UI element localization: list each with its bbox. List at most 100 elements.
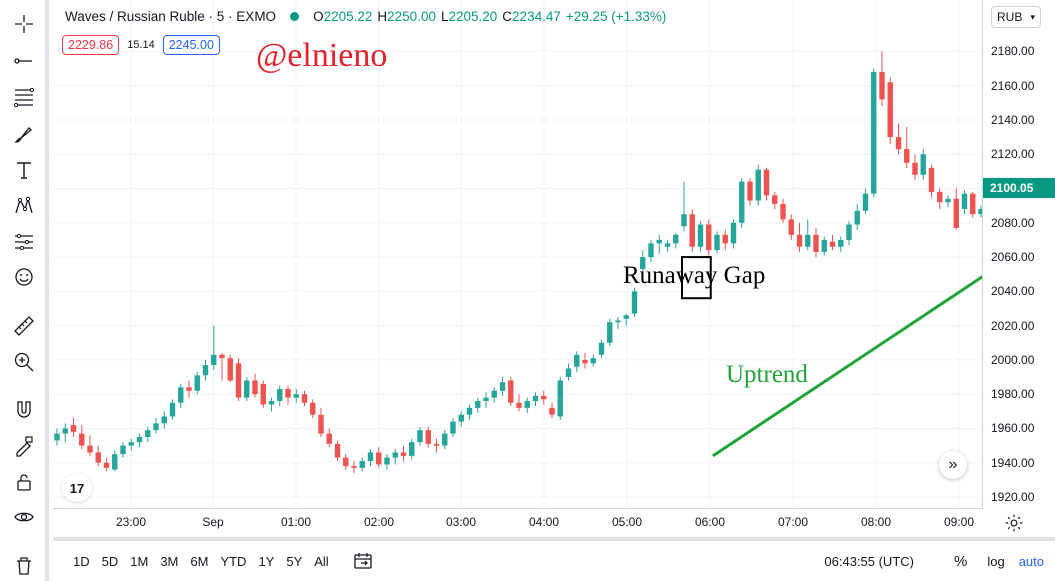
ruler-icon[interactable]: [10, 312, 38, 340]
candle-body: [54, 433, 60, 441]
range-5y-button[interactable]: 5Y: [286, 553, 303, 569]
price-tick: 2000.00: [991, 352, 1035, 367]
currency-selector[interactable]: RUB ▾: [991, 6, 1041, 28]
range-ytd-button[interactable]: YTD: [220, 553, 247, 569]
candle-body: [219, 354, 225, 359]
price-tick: 1980.00: [991, 387, 1035, 402]
date-range-icon[interactable]: [353, 552, 373, 570]
range-6m-button[interactable]: 6M: [190, 553, 209, 569]
low-value: 2205.20: [448, 9, 498, 24]
scroll-to-realtime-button[interactable]: »: [939, 451, 967, 479]
candle-body: [590, 358, 596, 364]
gear-icon[interactable]: [1004, 513, 1024, 533]
candle-body: [648, 243, 654, 258]
candle-body: [763, 169, 770, 196]
candle-body: [920, 154, 926, 175]
price-tick: 2180.00: [991, 44, 1035, 59]
trade-badges: 2229.86 15.14 2245.00: [62, 35, 220, 55]
price-tick: 1920.00: [991, 490, 1035, 504]
candle-body: [79, 433, 85, 446]
price-tick: 2040.00: [991, 284, 1035, 299]
candle-body: [772, 195, 778, 204]
candle-body: [153, 423, 159, 431]
range-3m-button[interactable]: 3M: [160, 553, 179, 569]
percent-scale-toggle[interactable]: %: [953, 552, 968, 570]
magnet-icon[interactable]: [10, 396, 38, 424]
range-5d-button[interactable]: 5D: [101, 553, 119, 569]
candle-body: [681, 214, 687, 227]
auto-scale-toggle[interactable]: auto: [1018, 553, 1044, 569]
candle-body: [970, 193, 976, 215]
candle-body: [367, 452, 374, 462]
candle-body: [516, 402, 522, 408]
trend-line-icon[interactable]: [10, 47, 38, 75]
candle-body: [813, 234, 819, 252]
utc-clock[interactable]: 06:43:55 (UTC): [824, 553, 914, 569]
candle-body: [194, 375, 200, 391]
price-tick: 1940.00: [991, 455, 1035, 470]
range-all-button[interactable]: All: [314, 553, 329, 569]
runaway-gap-label: Runaway Gap: [623, 262, 766, 289]
time-tick: 07:00: [777, 515, 809, 529]
smiley-icon[interactable]: [10, 263, 38, 291]
candle-body: [854, 210, 860, 225]
double-chevron-right-icon: »: [948, 456, 958, 473]
candle-body: [409, 442, 415, 456]
chart-pane[interactable]: Waves / Russian Ruble · 5 · EXMO O 2205.2…: [53, 0, 1024, 509]
lock-drawing-icon[interactable]: [10, 432, 38, 460]
sell-price-button[interactable]: 2229.86: [62, 35, 120, 55]
range-1y-button[interactable]: 1Y: [258, 553, 275, 569]
candle-body: [582, 359, 588, 364]
time-tick: 01:00: [280, 515, 312, 529]
range-1d-button[interactable]: 1D: [73, 553, 90, 569]
candle-body: [838, 239, 844, 247]
zoom-in-icon[interactable]: [10, 348, 38, 376]
brush-icon[interactable]: [10, 120, 38, 148]
log-scale-toggle[interactable]: log: [987, 553, 1005, 569]
candle-body: [136, 437, 143, 443]
candle-body: [615, 320, 621, 323]
time-axis[interactable]: 23:00 Sep 01:00 02:00 03:00 04:00 05:00 06:00 07…: [53, 509, 982, 537]
buy-price-button[interactable]: 2245.00: [162, 35, 220, 55]
candle-body: [739, 181, 745, 223]
crosshair-icon[interactable]: [10, 10, 38, 38]
candle-body: [755, 169, 761, 201]
candle-body: [937, 191, 943, 203]
candle-body: [697, 224, 704, 247]
price-tick: 2160.00: [991, 78, 1035, 93]
pattern-icon[interactable]: [10, 192, 38, 220]
high-label: H: [377, 9, 388, 24]
time-tick: 05:00: [611, 515, 643, 529]
prediction-icon[interactable]: [10, 228, 38, 256]
candle-body: [788, 219, 794, 235]
candle-body: [268, 401, 275, 405]
candle-body: [887, 82, 893, 138]
open-value: 2205.22: [323, 9, 373, 24]
candle-body: [466, 407, 473, 415]
fib-retracement-icon[interactable]: [10, 83, 38, 111]
time-tick: Sep: [202, 515, 224, 529]
chevron-down-icon: ▾: [1030, 11, 1035, 22]
trash-icon[interactable]: [10, 552, 38, 580]
candle-body: [384, 457, 390, 465]
candle-body: [376, 452, 382, 465]
bottom-toolbar: 1D 5D 1M 3M 6M YTD 1Y 5Y All 06:43:55 (U…: [53, 537, 1055, 581]
eye-icon[interactable]: [10, 503, 38, 531]
price-tick: 2080.00: [991, 215, 1035, 230]
lock-icon[interactable]: [10, 468, 38, 496]
market-open-icon: [290, 12, 300, 21]
candle-body: [169, 402, 176, 417]
symbol-title[interactable]: Waves / Russian Ruble · 5 · EXMO: [65, 9, 277, 24]
price-tick: 2020.00: [991, 318, 1035, 333]
candle-body: [821, 239, 827, 252]
candle-body: [244, 380, 250, 398]
candle-body: [747, 181, 753, 201]
candle-body: [450, 421, 456, 434]
candle-body: [714, 234, 720, 251]
candle-body: [689, 214, 695, 247]
text-icon[interactable]: [10, 156, 38, 184]
price-axis[interactable]: RUB ▾ 2180.00 2160.00 2140.00 2120.00 2100.0…: [982, 0, 1055, 509]
tradingview-logo[interactable]: 17: [62, 474, 92, 502]
candle-body: [70, 425, 77, 432]
range-1m-button[interactable]: 1M: [130, 553, 149, 569]
